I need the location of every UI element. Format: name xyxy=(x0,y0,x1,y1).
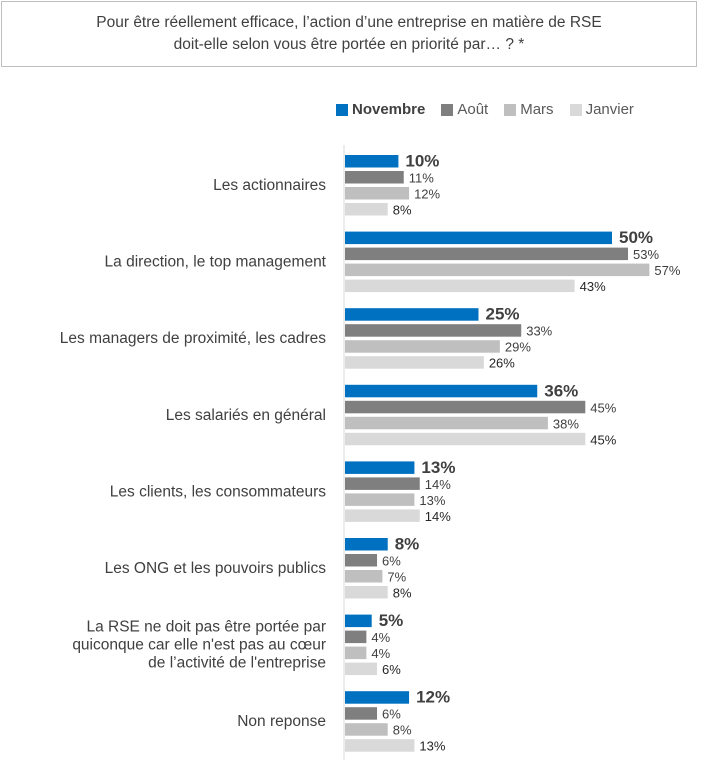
data-label: 53% xyxy=(633,247,659,262)
bar-mars xyxy=(345,187,410,200)
legend-swatch xyxy=(336,103,348,116)
bar-novembre xyxy=(345,155,399,168)
bar-août xyxy=(345,400,586,414)
data-label: 50% xyxy=(619,228,653,247)
data-label: 13% xyxy=(421,458,455,477)
data-label: 6% xyxy=(382,554,401,569)
bar-novembre xyxy=(345,614,372,628)
data-label: 6% xyxy=(382,707,401,722)
bar-août xyxy=(345,554,378,567)
bar-janvier xyxy=(345,203,388,216)
data-label: 8% xyxy=(393,203,412,218)
question-box: Pour être réellement efficace, l’action … xyxy=(1,1,697,67)
bar-novembre xyxy=(345,384,538,398)
data-label: 45% xyxy=(590,400,616,415)
data-label: 7% xyxy=(387,570,406,585)
bar-mars xyxy=(345,570,383,583)
category-label: Non reponse xyxy=(237,713,326,730)
bar-novembre xyxy=(345,691,410,704)
bar-août xyxy=(345,324,522,337)
bar-août xyxy=(345,630,367,644)
bar-novembre xyxy=(345,538,388,551)
data-label: 4% xyxy=(371,646,390,661)
category-label: de l’activité de l'entreprise xyxy=(148,655,326,672)
question-line-1: Pour être réellement efficace, l’action … xyxy=(96,14,602,31)
data-label: 14% xyxy=(425,477,451,492)
data-label: 4% xyxy=(371,630,390,645)
legend-swatch xyxy=(504,103,517,116)
legend-label: Janvier xyxy=(585,101,634,118)
data-label: 13% xyxy=(419,739,445,754)
data-label: 25% xyxy=(486,305,520,324)
legend-item-janvier: Janvier xyxy=(569,101,634,118)
bar-novembre xyxy=(345,461,415,474)
question-line-2: doit-elle selon vous être portée en prio… xyxy=(173,36,525,53)
legend-item-novembre: Novembre xyxy=(336,101,425,118)
bar-janvier xyxy=(345,279,575,293)
data-label: 11% xyxy=(409,171,434,186)
category-label: Les clients, les consommateurs xyxy=(110,483,326,500)
category-label: Les ONG et les pouvoirs publics xyxy=(105,560,327,577)
bar-janvier xyxy=(345,739,415,752)
data-label: 8% xyxy=(395,535,420,554)
legend-item-août: Août xyxy=(441,101,488,118)
bar-mars xyxy=(345,723,388,736)
bar-janvier xyxy=(345,432,586,446)
bar-août xyxy=(345,171,404,184)
bar-août xyxy=(345,247,629,261)
bar-août xyxy=(345,707,378,720)
category-label: Les salariés en général xyxy=(166,407,326,424)
data-label: 5% xyxy=(379,611,404,630)
bar-janvier xyxy=(345,356,484,369)
data-label: 45% xyxy=(590,432,616,447)
data-label: 26% xyxy=(489,356,515,371)
bar-mars xyxy=(345,263,650,277)
category-label: Les managers de proximité, les cadres xyxy=(60,330,326,347)
bar-août xyxy=(345,477,420,490)
bar-mars xyxy=(345,340,500,353)
data-label: 36% xyxy=(544,381,578,400)
category-label: La RSE ne doit pas être portée par xyxy=(86,619,326,636)
data-label: 10% xyxy=(405,152,439,171)
data-label: 29% xyxy=(505,340,531,355)
category-label: La direction, le top management xyxy=(105,254,327,271)
legend-swatch xyxy=(569,103,582,116)
data-label: 13% xyxy=(419,493,445,508)
legend-item-mars: Mars xyxy=(504,101,554,118)
bar-novembre xyxy=(345,231,612,245)
chart-legend: Novembre Août Mars Janvier xyxy=(336,101,634,118)
data-label: 6% xyxy=(382,662,401,677)
bar-mars xyxy=(345,493,415,506)
legend-label: Mars xyxy=(520,101,554,118)
bar-mars xyxy=(345,416,548,430)
data-label: 8% xyxy=(393,723,412,738)
category-label: quiconque car elle n'est pas au cœur xyxy=(72,637,326,654)
data-label: 8% xyxy=(393,586,412,601)
bar-novembre xyxy=(345,308,479,321)
legend-swatch xyxy=(441,103,454,116)
bar-janvier xyxy=(345,509,420,522)
data-label: 57% xyxy=(654,263,680,278)
data-label: 43% xyxy=(580,279,606,294)
data-label: 14% xyxy=(425,509,451,524)
data-label: 12% xyxy=(416,688,450,707)
bar-mars xyxy=(345,646,367,660)
data-label: 38% xyxy=(553,416,579,431)
data-label: 33% xyxy=(526,324,552,339)
bar-janvier xyxy=(345,662,378,676)
category-label: Les actionnaires xyxy=(213,177,326,194)
legend-label: Novembre xyxy=(352,101,426,118)
data-label: 12% xyxy=(414,187,440,202)
legend-label: Août xyxy=(457,101,489,118)
bar-janvier xyxy=(345,586,388,599)
